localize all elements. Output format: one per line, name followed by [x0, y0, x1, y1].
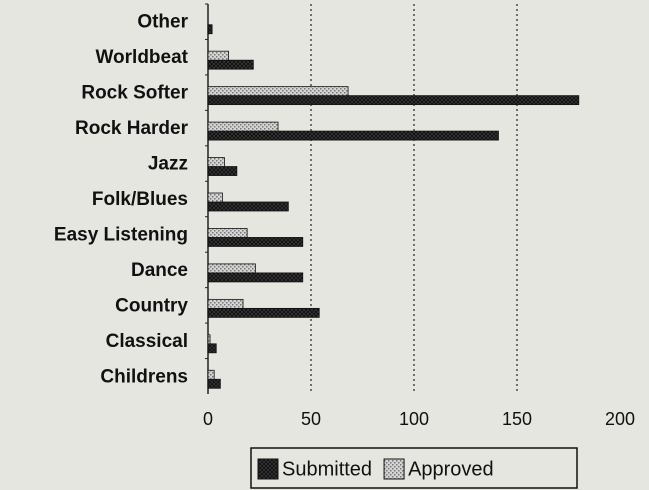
legend-label: Approved [408, 458, 494, 480]
y-tick-label: Jazz [148, 154, 188, 175]
y-tick-label: Childrens [100, 366, 188, 387]
bar [207, 263, 256, 274]
bar [207, 228, 248, 238]
legend-swatch [257, 458, 279, 480]
bar [207, 378, 221, 389]
bar [207, 86, 349, 97]
x-tick-label: 0 [203, 409, 213, 429]
x-tick-label: 150 [502, 409, 532, 429]
bar [207, 121, 279, 132]
bar [207, 24, 213, 35]
bar [207, 130, 499, 141]
bar [207, 166, 238, 176]
bar [207, 59, 254, 70]
y-tick-label: Rock Softer [81, 83, 188, 104]
x-tick-label: 50 [301, 409, 321, 429]
x-tick-label: 200 [605, 409, 635, 429]
x-tick-label: 100 [399, 409, 429, 429]
bar [207, 237, 304, 247]
bar [207, 157, 225, 167]
bar [207, 369, 215, 380]
bar [207, 201, 289, 212]
legend-box [250, 447, 578, 489]
y-tick-label: Worldbeat [95, 47, 188, 68]
legend-label: Submitted [282, 458, 372, 480]
bar [207, 192, 223, 203]
bar [207, 95, 580, 106]
bar [207, 272, 304, 283]
y-tick-label: Other [137, 12, 188, 33]
y-tick-label: Classical [106, 331, 188, 352]
bar [207, 343, 217, 354]
y-tick-label: Easy Listening [54, 224, 188, 245]
legend-swatch [383, 458, 405, 480]
bar [207, 307, 320, 318]
y-tick-label: Country [115, 295, 188, 316]
y-tick-label: Rock Harder [75, 118, 189, 139]
bar [207, 334, 211, 345]
y-tick-label: Dance [131, 260, 188, 281]
bar [207, 50, 230, 61]
bar [207, 298, 244, 309]
y-tick-label: Folk/Blues [92, 189, 188, 210]
